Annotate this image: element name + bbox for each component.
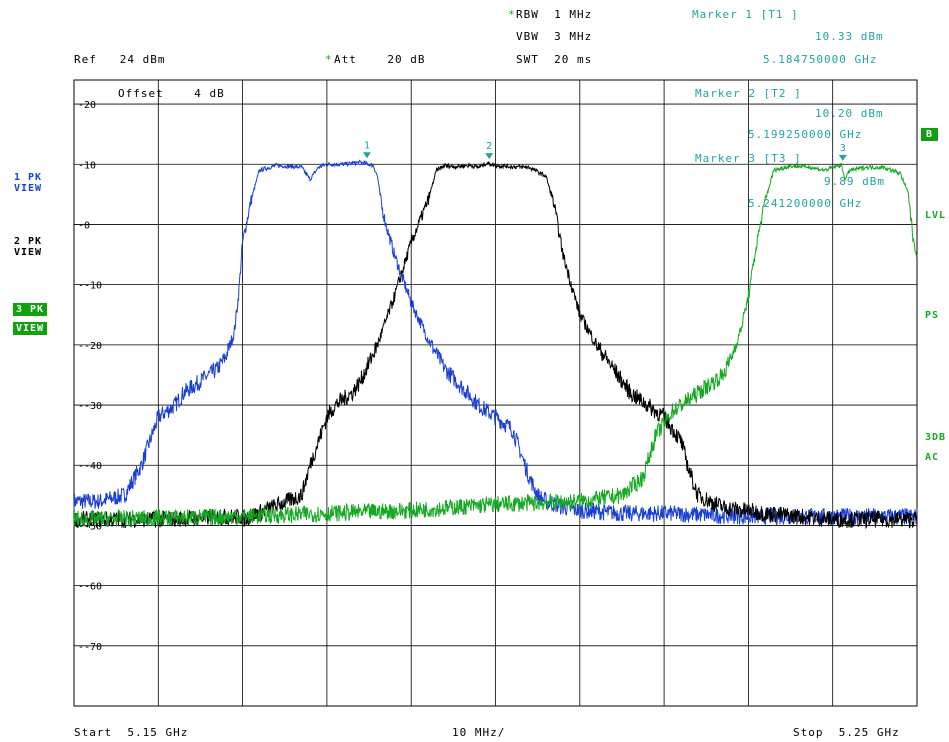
frequency-division: 10 MHz/ [452,726,506,739]
marker-3-number: 3 [840,143,846,154]
y-tick-label: -10 [78,160,96,171]
marker1-title: Marker 1 [T1 ] [692,8,799,21]
marker1-freq: 5.184750000 GHz [763,53,878,66]
swt-setting: SWT 20 ms [516,53,593,66]
trace-line-3 [73,162,918,528]
stop-frequency: Stop 5.25 GHz [793,726,900,739]
indicator-3db: 3DB [925,432,947,443]
indicator-b: B [921,128,939,141]
plot-grid [73,79,918,707]
ref-level: Ref 24 dBm [74,53,166,66]
y-tick-labels: -20 -10 -0 --10 --20 --30 --40 --50 --60 --70 [78,100,102,653]
vbw-setting: VBW 3 MHz [516,30,593,43]
trace3-label: 3 PK VIEW [13,300,48,338]
indicator-lvl: LVL [925,210,947,221]
y-tick-label: -20 [78,100,96,111]
marker-flags: 1 2 3 [362,140,847,161]
y-tick-label: --50 [78,521,102,532]
offset-label: Offset 4 dB [118,87,225,100]
traces [73,159,918,530]
marker2-level: 10.20 dBm [815,107,884,120]
marker1-level: 10.33 dBm [815,30,884,43]
marker-1-flag [362,152,371,159]
trace2-label: 2 PK VIEW [14,236,43,258]
marker-1-number: 1 [364,140,370,151]
rbw-setting: RBW 1 MHz [516,8,593,21]
marker-2-number: 2 [486,141,492,152]
y-tick-label: --70 [78,642,102,653]
marker3-title: Marker 3 [T3 ] [695,152,802,165]
y-tick-label: -0 [78,220,90,231]
marker3-freq: 5.241200000 GHz [748,197,863,210]
y-tick-label: --40 [78,461,102,472]
marker2-freq: 5.199250000 GHz [748,128,863,141]
y-tick-label: --60 [78,582,102,593]
marker-2-flag [485,153,494,160]
att-star-2: * [325,53,333,66]
att-star: * [508,8,516,21]
marker-3-flag [838,154,847,161]
y-tick-label: --10 [78,281,102,292]
indicator-ps: PS [925,310,940,321]
trace-line-1 [73,159,918,527]
start-frequency: Start 5.15 GHz [74,726,189,739]
trace1-label: 1 PK VIEW [14,172,43,194]
marker3-level: 9.89 dBm [824,175,885,188]
attenuation: Att 20 dB [334,53,426,66]
y-tick-label: --30 [78,401,102,412]
indicator-ac: AC [925,452,940,463]
marker2-title: Marker 2 [T2 ] [695,87,802,100]
y-tick-label: --20 [78,341,102,352]
